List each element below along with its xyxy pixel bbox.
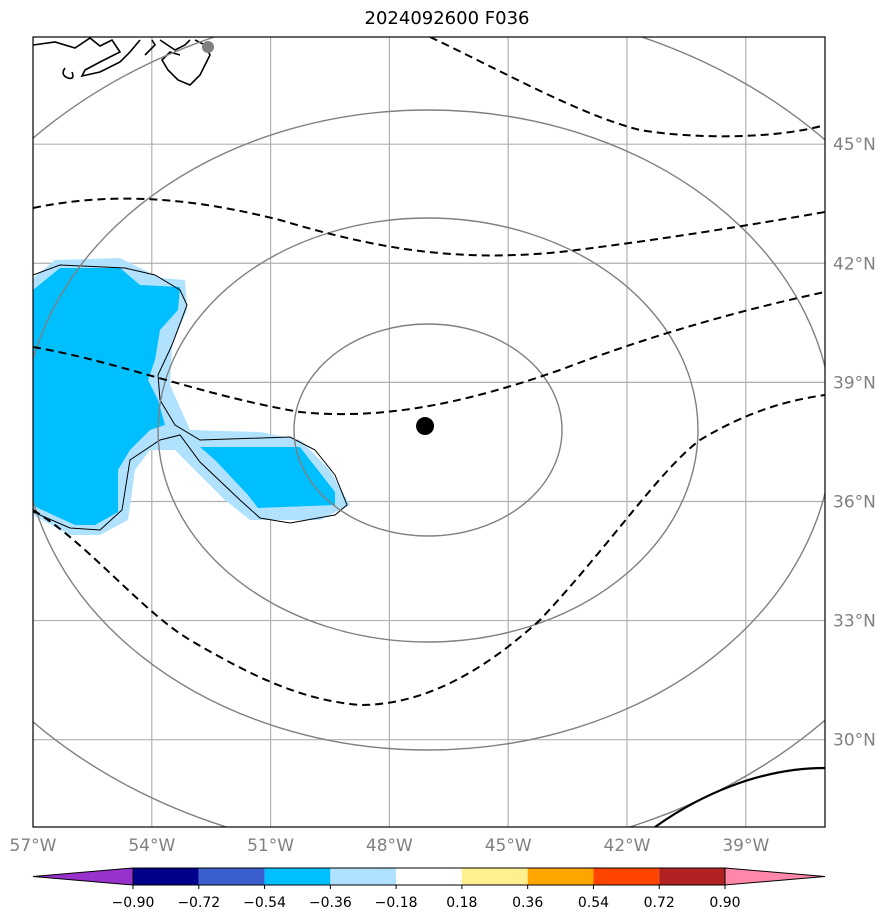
- map-title: 2024092600 F036: [364, 8, 530, 29]
- colorbar-segment: [264, 868, 331, 885]
- shading-deep-sky-blue: [33, 268, 335, 525]
- storm-center-marker: [416, 417, 435, 436]
- colorbar-tick-label: 0.36: [512, 895, 543, 911]
- dashed-contour-middle: [33, 291, 825, 416]
- lon-tick-label: 39°W: [722, 836, 769, 856]
- lon-tick-label: 45°W: [485, 836, 532, 856]
- colorbar-tick-label: −0.36: [309, 895, 352, 911]
- colorbar-tick-label: 0.72: [644, 895, 675, 911]
- colorbar-segment: [198, 868, 265, 885]
- lon-tick-label: 54°W: [128, 836, 175, 856]
- anomaly-contour: [33, 264, 348, 531]
- lon-tick-label: 42°W: [604, 836, 651, 856]
- colorbar-extend-high: [724, 867, 826, 886]
- lat-tick-label: 45°N: [833, 135, 876, 155]
- colorbar-tick-label: −0.72: [177, 895, 220, 911]
- colorbar-segment: [527, 868, 594, 885]
- range-rings: [33, 37, 825, 827]
- colorbar-segment: [133, 868, 199, 885]
- lon-tick-label: 57°W: [10, 836, 57, 856]
- colorbar-segment: [396, 868, 462, 885]
- colorbar-tick-label: 0.54: [578, 895, 609, 911]
- colorbar: −0.90 −0.72 −0.54 −0.36 −0.18 0.18 0.36 0.54 0.7…: [32, 867, 826, 911]
- colorbar-tick-label: −0.90: [112, 895, 155, 911]
- anomaly-shading: [33, 258, 350, 535]
- lat-tick-label: 36°N: [833, 492, 876, 512]
- lat-tick-label: 39°N: [833, 373, 876, 393]
- colorbar-tick-label: 0.90: [709, 895, 740, 911]
- island-marker: [202, 41, 214, 53]
- colorbar-tick-label: −0.18: [375, 895, 418, 911]
- dashed-contour-lower: [33, 394, 825, 707]
- colorbar-extend-low: [32, 867, 134, 886]
- latitude-labels: 45°N 42°N 39°N 36°N 33°N 30°N: [833, 135, 876, 750]
- range-ring-3: [33, 109, 825, 751]
- dashed-contour-upper: [33, 197, 825, 257]
- colorbar-segment: [330, 868, 397, 885]
- lat-tick-label: 33°N: [833, 612, 876, 632]
- lat-tick-label: 42°N: [833, 254, 876, 274]
- map-border: [32, 36, 826, 828]
- dashed-contour-top: [429, 37, 825, 138]
- lon-tick-label: 48°W: [366, 836, 413, 856]
- colorbar-tick-label: −0.54: [243, 895, 286, 911]
- range-ring-2: [157, 217, 699, 643]
- colorbar-tick-label: 0.18: [446, 895, 477, 911]
- lon-tick-label: 51°W: [247, 836, 294, 856]
- colorbar-outline: [132, 867, 726, 886]
- colorbar-segment: [461, 868, 528, 885]
- longitude-labels: 57°W 54°W 51°W 48°W 45°W 42°W 39°W: [10, 836, 770, 856]
- solid-contour: [654, 766, 825, 827]
- lat-tick-label: 30°N: [833, 731, 876, 751]
- colorbar-segment: [593, 868, 660, 885]
- dashed-contours: [33, 37, 825, 707]
- colorbar-segment: [659, 868, 725, 885]
- range-ring-1: [293, 323, 563, 537]
